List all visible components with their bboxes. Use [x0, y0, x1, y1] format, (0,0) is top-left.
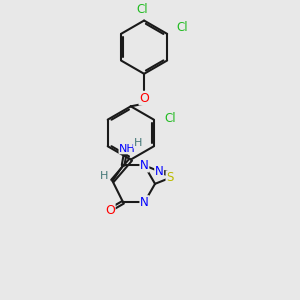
- Text: Cl: Cl: [164, 112, 176, 125]
- Text: N: N: [155, 165, 164, 178]
- Text: S: S: [166, 171, 173, 184]
- Text: O: O: [105, 204, 115, 217]
- Text: Cl: Cl: [176, 21, 188, 34]
- Text: O: O: [139, 92, 149, 105]
- Text: N: N: [140, 196, 149, 209]
- Text: NH: NH: [119, 144, 136, 154]
- Text: N: N: [140, 159, 149, 172]
- Text: H: H: [100, 171, 108, 181]
- Text: H: H: [134, 138, 142, 148]
- Text: Cl: Cl: [137, 3, 148, 16]
